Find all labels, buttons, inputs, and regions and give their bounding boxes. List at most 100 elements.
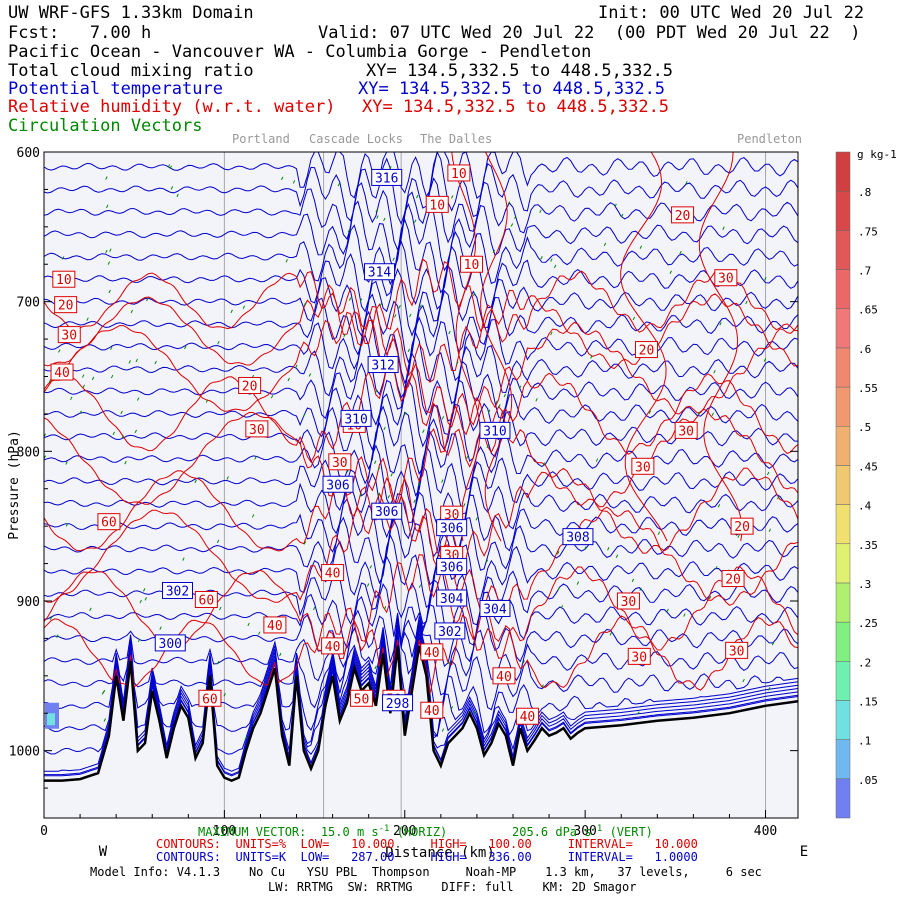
theta-label-box-8 xyxy=(562,528,594,546)
max-vector-label: MAXIMUM VECTOR: 15.0 m s-1 (HORIZ) xyxy=(198,824,448,839)
rh-label-text-18: 30 xyxy=(729,644,745,659)
vector-77 xyxy=(65,523,69,527)
vector-79 xyxy=(450,706,454,710)
vector-55 xyxy=(216,660,220,665)
rh-label-box-19 xyxy=(97,513,121,531)
rh-contour-lines xyxy=(43,151,799,704)
rh-label-text-32: 40 xyxy=(496,670,512,685)
colorbar-swatch-4 xyxy=(835,621,851,662)
contour-labels: 10 10 10 20 10 20 30 40 20 30 30 20 30 30 20 20 30 30 30 60… xyxy=(50,164,754,725)
x-tick-label-4: 400 xyxy=(754,824,777,839)
colorbar-swatch-11 xyxy=(835,347,851,388)
rh-label-27: 40 xyxy=(321,637,345,655)
rh-label-12: 30 xyxy=(674,421,698,439)
cloud-patch-core xyxy=(47,713,55,726)
vector-50 xyxy=(137,638,141,643)
colorbar-swatch-0 xyxy=(835,778,851,819)
rh-line-3 xyxy=(43,357,799,468)
rh-label-text-20: 60 xyxy=(199,593,215,608)
vector-128 xyxy=(648,410,652,414)
rh-label-text-14: 20 xyxy=(734,520,750,535)
colorbar-tick-1: .1 xyxy=(858,735,871,748)
vector-44 xyxy=(244,736,248,740)
colorbar-tick-12: .65 xyxy=(858,304,878,317)
vector-26 xyxy=(146,297,149,302)
rh-label-0: 10 xyxy=(447,164,471,182)
rh-label-text-27: 40 xyxy=(325,640,341,655)
vector-17 xyxy=(379,302,382,307)
theta-line-15 xyxy=(43,465,799,539)
rh-label-box-17 xyxy=(627,647,651,665)
colorbar-swatch-14 xyxy=(835,230,851,270)
init-time: Init: 00 UTC Wed 20 Jul 22 xyxy=(598,3,865,23)
rh-label-box-4 xyxy=(52,270,76,288)
vector-24 xyxy=(498,404,501,408)
vector-208 xyxy=(366,583,370,587)
field-rh-xy: XY= 134.5,332.5 to 448.5,332.5 xyxy=(362,97,670,117)
vector-149 xyxy=(376,215,379,219)
rh-label-16: 30 xyxy=(616,592,640,610)
rh-line-1 xyxy=(43,284,799,383)
vector-111 xyxy=(107,261,111,265)
vector-164 xyxy=(510,223,514,227)
vector-190 xyxy=(715,566,718,570)
rh-label-8: 20 xyxy=(238,376,262,394)
theta-label-box-12 xyxy=(434,622,466,640)
rh-label-box-9 xyxy=(245,420,269,438)
valid-time: Valid: 07 UTC Wed 20 Jul 22 (00 PDT Wed … xyxy=(318,23,861,43)
rh-label-18: 30 xyxy=(725,641,749,659)
theta-label-5: 306 xyxy=(371,502,403,520)
theta-label-3: 310 xyxy=(340,409,372,427)
colorbar-swatch-2 xyxy=(835,700,851,740)
theta-line-6 xyxy=(43,264,799,337)
location-pendleton: Pendleton xyxy=(737,132,803,146)
theta-label-text-15: 298 xyxy=(386,697,409,712)
rh-label-box-32 xyxy=(492,667,516,685)
theta-line-23 xyxy=(43,622,799,719)
rh-label-22: 40 xyxy=(263,616,287,634)
colorbar-tick-13: .7 xyxy=(858,265,871,278)
vector-198 xyxy=(631,578,635,583)
vector-180 xyxy=(86,317,89,321)
theta-label-text-12: 302 xyxy=(438,625,461,640)
vector-42 xyxy=(205,399,209,403)
vector-204 xyxy=(590,355,593,359)
rh-label-text-2: 10 xyxy=(464,258,480,273)
colorbar-tick-6: .35 xyxy=(858,539,878,552)
theta-label-box-2 xyxy=(367,356,399,374)
rh-label-29: 50 xyxy=(349,689,373,707)
vector-142 xyxy=(666,608,669,613)
vector-177 xyxy=(557,587,560,591)
vector-136 xyxy=(251,514,255,518)
rh-label-6: 30 xyxy=(57,326,81,344)
rh-vertical-line-0 xyxy=(451,151,481,542)
vector-18 xyxy=(456,361,459,365)
model-physics: LW: RRTMG SW: RRTMG DIFF: full KM: 2D Sm… xyxy=(268,880,637,894)
vector-8 xyxy=(550,258,553,262)
vector-57 xyxy=(105,176,108,180)
vector-76 xyxy=(184,345,187,350)
theta-label-11: 304 xyxy=(479,599,511,617)
vector-140 xyxy=(463,503,466,507)
vector-82 xyxy=(542,462,546,466)
colorbar-tick-9: .5 xyxy=(858,421,871,434)
vector-67 xyxy=(347,229,351,233)
vector-7 xyxy=(419,304,422,308)
theta-line-8 xyxy=(43,310,799,385)
field-theta-xy: XY= 134.5,332.5 to 448.5,332.5 xyxy=(358,79,666,99)
field-potential-temp: Potential temperature xyxy=(8,79,223,99)
vector-41 xyxy=(287,377,290,382)
rh-label-box-15 xyxy=(721,570,745,588)
theta-label-text-10: 304 xyxy=(440,592,464,607)
vector-115 xyxy=(89,607,92,612)
vector-173 xyxy=(507,201,511,205)
vector-103 xyxy=(70,396,73,401)
vector-184 xyxy=(105,249,108,254)
vector-70 xyxy=(383,606,387,610)
theta-label-box-4 xyxy=(322,475,354,493)
vector-32 xyxy=(374,665,377,670)
vector-133 xyxy=(285,259,288,263)
vector-1 xyxy=(130,309,134,314)
vector-124 xyxy=(595,458,599,462)
theta-line-16 xyxy=(43,491,799,565)
